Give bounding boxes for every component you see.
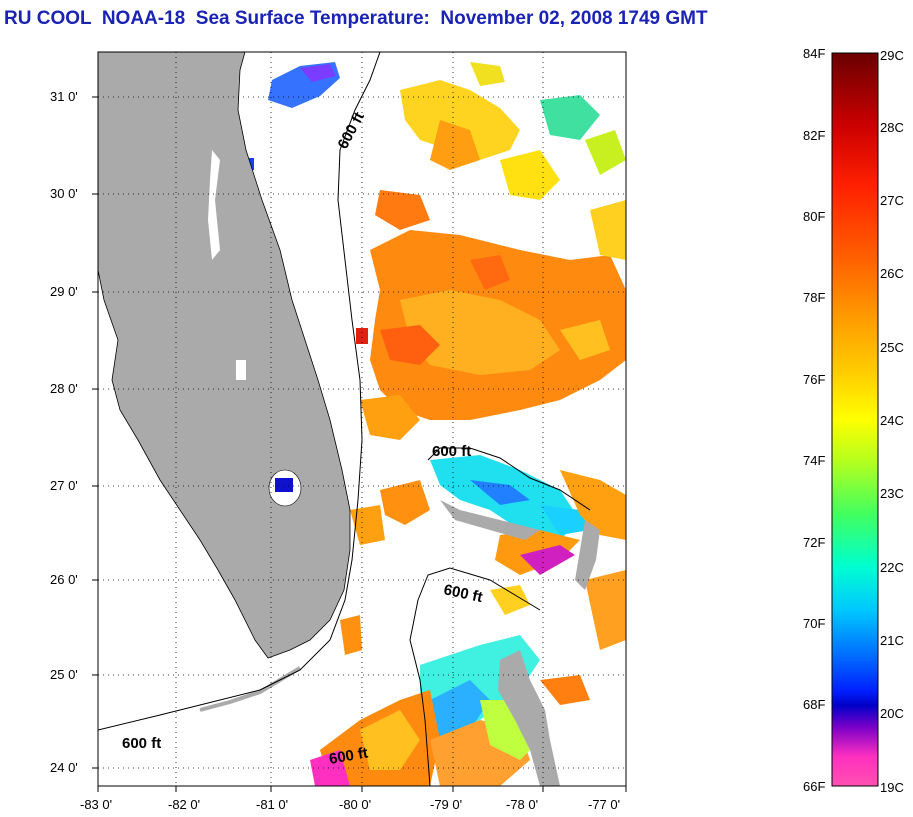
florida-land — [98, 52, 351, 659]
lat-tick-label: 31 0' — [50, 89, 78, 104]
colorbar-celsius-labels: 29C 28C 27C 26C 25C 24C 23C 22C 21C 20C … — [880, 48, 904, 795]
lon-tick-label: -77 0' — [588, 797, 620, 812]
longitude-axis: -83 0' -82 0' -81 0' -80 0' -79 0' -78 0… — [80, 797, 620, 812]
contour-label-bahamas: 600 ft — [432, 443, 471, 460]
colorbar-f-label: 76F — [803, 372, 825, 387]
lon-tick-label: -82 0' — [168, 797, 200, 812]
colorbar-f-label: 68F — [803, 697, 825, 712]
colorbar-c-label: 20C — [880, 706, 904, 721]
latitude-axis: 31 0' 30 0' 29 0' 28 0' 27 0' 26 0' 25 0… — [50, 89, 78, 775]
colorbar-c-label: 28C — [880, 120, 904, 135]
lat-tick-label: 25 0' — [50, 667, 78, 682]
chart-title: RU COOL NOAA-18 Sea Surface Temperature:… — [4, 8, 708, 29]
lat-tick-label: 24 0' — [50, 760, 78, 775]
lat-tick-label: 27 0' — [50, 478, 78, 493]
colorbar-c-label: 23C — [880, 486, 904, 501]
colorbar-c-label: 19C — [880, 780, 904, 795]
colorbar-c-label: 25C — [880, 340, 904, 355]
colorbar-c-label: 24C — [880, 413, 904, 428]
colorbar-c-label: 21C — [880, 633, 904, 648]
colorbar-f-label: 84F — [803, 46, 825, 61]
contour-label-south: 600 ft — [328, 744, 370, 768]
colorbar-c-label: 26C — [880, 266, 904, 281]
lon-tick-label: -80 0' — [339, 797, 371, 812]
tick-marks — [92, 96, 627, 792]
lat-tick-label: 28 0' — [50, 381, 78, 396]
colorbar — [831, 52, 879, 787]
colorbar-c-label: 29C — [880, 48, 904, 63]
grid — [98, 52, 626, 786]
colorbar-fahrenheit-labels: 84F 82F 80F 78F 76F 74F 72F 70F 68F 66F — [803, 46, 825, 794]
contour-label-southwest: 600 ft — [122, 735, 161, 752]
colorbar-c-label: 22C — [880, 560, 904, 575]
colorbar-f-label: 78F — [803, 290, 825, 305]
lat-tick-label: 26 0' — [50, 572, 78, 587]
colorbar-f-label: 82F — [803, 128, 825, 143]
colorbar-f-label: 70F — [803, 616, 825, 631]
lat-tick-label: 29 0' — [50, 284, 78, 299]
lon-tick-label: -79 0' — [430, 797, 462, 812]
colorbar-f-label: 66F — [803, 779, 825, 794]
colorbar-f-label: 80F — [803, 209, 825, 224]
sst-data-layer — [242, 62, 626, 786]
lat-tick-label: 30 0' — [50, 186, 78, 201]
lon-tick-label: -83 0' — [80, 797, 112, 812]
depth-contours — [98, 52, 591, 786]
lon-tick-label: -81 0' — [256, 797, 288, 812]
colorbar-c-label: 27C — [880, 193, 904, 208]
lon-tick-label: -78 0' — [506, 797, 538, 812]
colorbar-f-label: 74F — [803, 453, 825, 468]
colorbar-f-label: 72F — [803, 535, 825, 550]
